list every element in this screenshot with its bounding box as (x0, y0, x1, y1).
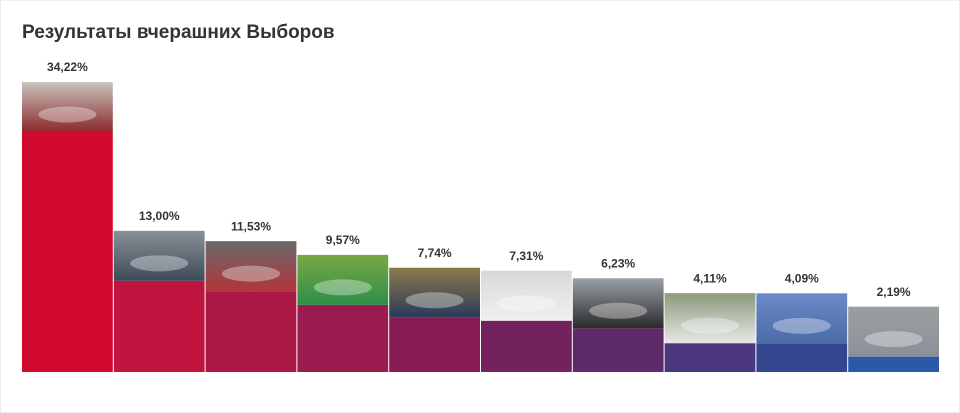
car-photo (848, 306, 939, 357)
car-shape (497, 295, 556, 312)
car-shape (130, 255, 189, 272)
car-photo (756, 293, 848, 344)
bar (664, 343, 756, 372)
bar (22, 132, 113, 372)
car-shape (864, 331, 923, 348)
value-label: 9,57% (326, 233, 360, 247)
car-shape (589, 302, 648, 319)
bar (756, 343, 848, 372)
value-label: 13,00% (139, 209, 180, 223)
value-label: 11,53% (231, 219, 271, 233)
bar (389, 317, 480, 372)
value-label: 4,09% (785, 271, 819, 285)
bar (848, 356, 939, 372)
value-label: 2,19% (877, 285, 911, 299)
car-shape (38, 106, 97, 123)
car-shape (680, 317, 740, 334)
car-photo (389, 267, 480, 318)
car-shape (313, 279, 372, 296)
car-shape (772, 317, 831, 334)
car-shape (405, 292, 464, 309)
bar (113, 280, 205, 372)
car-photo (572, 278, 664, 329)
bar (572, 328, 664, 372)
value-label: 6,23% (601, 256, 635, 270)
car-photo (113, 230, 205, 281)
car-photo (205, 241, 297, 292)
value-label: 7,74% (418, 246, 452, 260)
car-photo (297, 254, 389, 305)
car-photo (481, 270, 572, 321)
value-label: 7,31% (509, 249, 543, 263)
car-photo (664, 293, 756, 344)
bar (205, 291, 297, 372)
bar (297, 304, 389, 372)
car-shape (221, 265, 281, 282)
bar (481, 320, 572, 372)
value-label: 4,11% (693, 271, 727, 285)
value-label: 34,22% (47, 60, 88, 74)
car-photo (22, 82, 113, 132)
chart-title: Результаты вчерашних Выборов (22, 22, 335, 43)
